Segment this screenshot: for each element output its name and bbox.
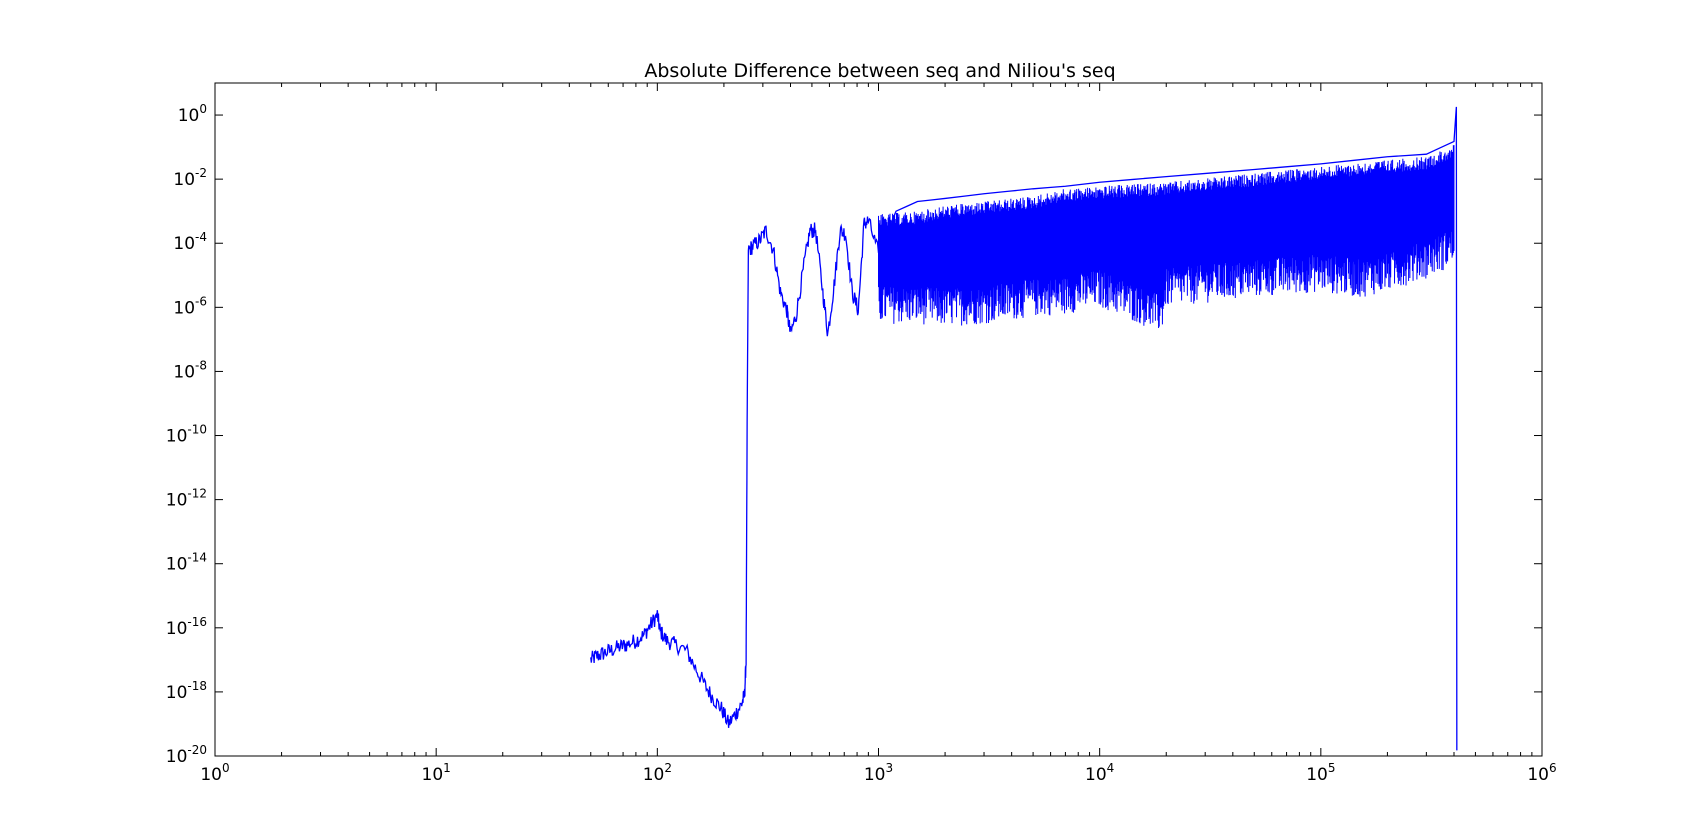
x-tick-label: 100	[200, 761, 229, 785]
chart-title: Absolute Difference between seq and Nili…	[644, 60, 1115, 82]
x-tick-label: 105	[1306, 761, 1335, 785]
y-tick-label: 10-6	[173, 294, 207, 318]
axes: 100 101 102 103 104 105 106 100 10-2 10-4 10-6 10-8…	[166, 82, 1557, 785]
x-tick-label: 103	[864, 761, 893, 785]
y-tick-label: 10-14	[166, 551, 207, 575]
y-tick-label: 10-12	[166, 487, 207, 511]
series-line	[590, 106, 1458, 751]
x-tick-label: 104	[1085, 761, 1114, 785]
y-tick-label: 100	[178, 102, 207, 126]
x-tick-label: 106	[1527, 761, 1556, 785]
x-tick-label: 102	[643, 761, 672, 785]
y-tick-label: 10-20	[166, 743, 207, 767]
series-band	[878, 145, 1455, 328]
y-tick-label: 10-4	[173, 230, 207, 254]
y-tick-label: 10-10	[166, 423, 207, 447]
x-tick-label: 101	[422, 761, 451, 785]
y-tick-label: 10-16	[166, 615, 207, 639]
series-group	[590, 106, 1458, 751]
y-tick-label: 10-8	[173, 358, 207, 382]
y-tick-label: 10-18	[166, 679, 207, 703]
plot-area	[590, 106, 1458, 751]
y-tick-label: 10-2	[173, 166, 207, 190]
